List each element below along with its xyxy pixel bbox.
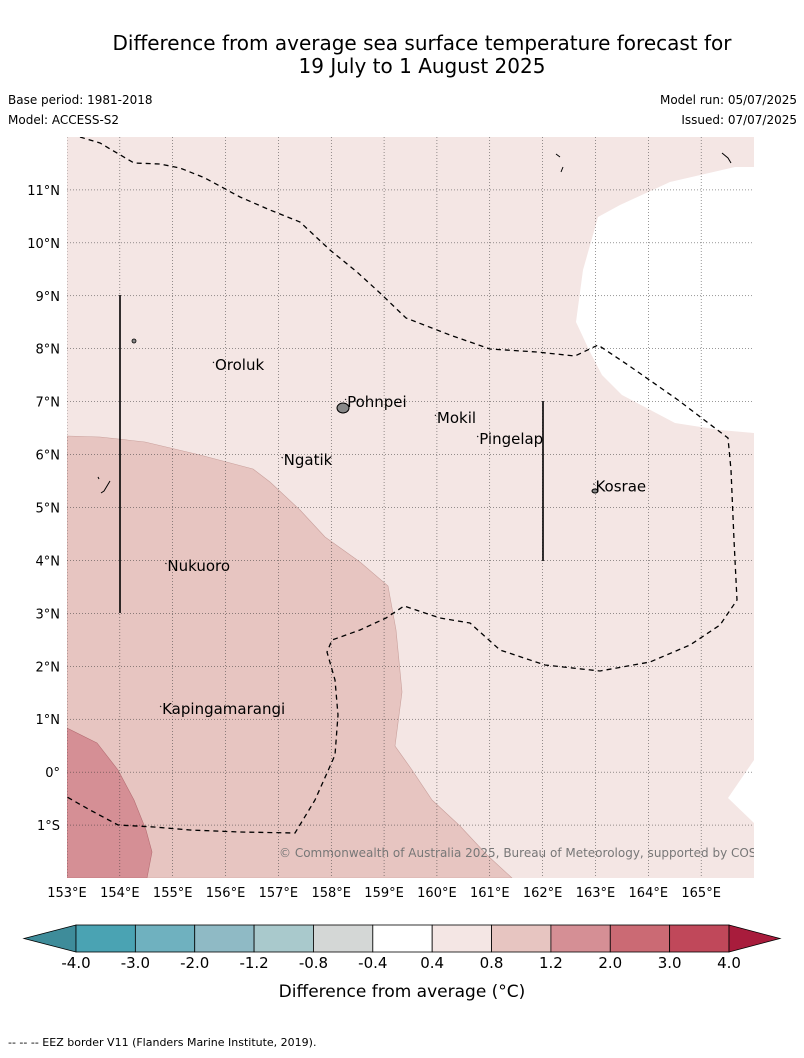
eez-border-line <box>67 137 738 834</box>
lon-tick-label: 157°E <box>259 886 299 901</box>
place-marker <box>344 398 347 401</box>
lon-tick-label: 159°E <box>364 886 404 901</box>
place-marker <box>159 705 162 708</box>
place-label: Nukuoro <box>167 557 230 575</box>
colorbar-segment <box>194 924 255 953</box>
colorbar-tick-label: 4.0 <box>717 954 741 972</box>
lon-tick-label: 154°E <box>100 886 140 901</box>
lat-tick-label: 9°N <box>36 290 61 305</box>
place-marker <box>593 483 595 485</box>
colorbar-tick-label: -0.4 <box>358 954 387 972</box>
colorbar-tick-label: -2.0 <box>180 954 209 972</box>
copyright-credit: © Commonwealth of Australia 2025, Bureau… <box>279 846 784 860</box>
map-grid <box>67 137 754 878</box>
colorbar-extend-high <box>728 924 782 953</box>
colorbar-segment <box>313 924 374 953</box>
lon-tick-label: 153°E <box>47 886 87 901</box>
sst-zone-neutral-south <box>728 760 754 823</box>
lat-tick-label: 6°N <box>36 449 61 464</box>
colorbar-tick-label: 0.8 <box>480 954 504 972</box>
colorbar-segment <box>669 924 730 953</box>
lat-tick-label: 0° <box>45 766 60 781</box>
colorbar-segment <box>550 924 611 953</box>
lon-tick-label: 158°E <box>311 886 351 901</box>
colorbar-segment <box>431 924 492 953</box>
lat-tick-label: 8°N <box>36 343 61 358</box>
lon-tick-label: 165°E <box>681 886 721 901</box>
colorbar-segment <box>75 924 136 953</box>
base-period: Base period: 1981-2018 <box>8 93 153 107</box>
lat-tick-label: 3°N <box>36 607 61 622</box>
colorbar-tick-label: 1.2 <box>539 954 563 972</box>
title-line1: Difference from average sea surface temp… <box>112 31 732 55</box>
lat-tick-label: 10°N <box>27 237 60 252</box>
sst-zone-0.8-1.2 <box>67 435 513 878</box>
issued-date: Issued: 07/07/2025 <box>681 113 797 127</box>
colorbar-extend-low <box>22 924 77 953</box>
small-island <box>131 338 137 344</box>
colorbar-segment <box>609 924 671 953</box>
colorbar: -4.0 -3.0 -2.0 -1.2 -0.8 -0.4 0.4 0.8 1.2 2.0 3.0 4… <box>22 924 782 972</box>
colorbar-segment <box>134 924 196 953</box>
place-label: Pohnpei <box>347 393 407 411</box>
place-marker <box>212 361 215 364</box>
chart-title: Difference from average sea surface temp… <box>0 32 804 78</box>
colorbar-tick-label: -0.8 <box>299 954 328 972</box>
colorbar-segment <box>491 924 552 953</box>
colorbar-tick-label: 3.0 <box>658 954 682 972</box>
lat-tick-label: 11°N <box>27 184 60 199</box>
place-label: Kapingamarangi <box>162 700 285 718</box>
place-label: Oroluk <box>215 356 264 374</box>
colorbar-segment <box>372 924 433 953</box>
lon-tick-label: 160°E <box>417 886 457 901</box>
place-label: Pingelap <box>479 430 543 448</box>
colorbar-title: Difference from average (°C) <box>279 982 526 1002</box>
colorbar-tick-label: 0.4 <box>420 954 444 972</box>
colorbar-tick-label: -3.0 <box>121 954 150 972</box>
lon-tick-label: 156°E <box>206 886 246 901</box>
place-marker <box>281 456 284 459</box>
model-run: Model run: 05/07/2025 <box>659 93 797 107</box>
colorbar-segment <box>253 924 314 953</box>
lat-tick-label: 5°N <box>36 502 61 517</box>
lon-tick-label: 162°E <box>523 886 563 901</box>
title-line2: 19 July to 1 August 2025 <box>298 54 546 78</box>
lat-tick-label: 4°N <box>36 554 61 569</box>
place-label: Mokil <box>437 409 476 427</box>
lat-tick-label: 1°N <box>36 713 61 728</box>
place-label: Kosrae <box>595 478 646 496</box>
place-marker <box>165 562 167 565</box>
pohnpei-island <box>336 402 350 414</box>
lon-tick-label: 163°E <box>576 886 616 901</box>
kosrae-island <box>591 488 599 494</box>
longitude-ticks: 153°E 154°E 155°E 156°E 157°E 158°E 159°E 160°E… <box>47 886 721 901</box>
latitude-ticks: 11°N 10°N 9°N 8°N 7°N 6°N 5°N 4°N 3°N 2°N 1°N 0° 1°S <box>27 184 60 834</box>
lat-tick-label: 2°N <box>36 660 61 675</box>
atoll-outline-north <box>555 152 732 173</box>
lat-tick-label: 7°N <box>36 396 61 411</box>
model-name: Model: ACCESS-S2 <box>8 113 120 127</box>
colorbar-tick-label: -4.0 <box>61 954 90 972</box>
sst-zone-neutral <box>576 167 754 433</box>
place-marker <box>476 435 479 438</box>
colorbar-tick-label: 2.0 <box>598 954 622 972</box>
eez-legend-note: -- -- -- EEZ border V11 (Flanders Marine… <box>8 1036 317 1049</box>
atoll-outline <box>97 476 111 494</box>
lat-tick-label: 1°S <box>37 819 60 834</box>
colorbar-tick-label: -1.2 <box>239 954 268 972</box>
lon-tick-label: 164°E <box>629 886 669 901</box>
lon-tick-label: 155°E <box>153 886 193 901</box>
lon-tick-label: 161°E <box>470 886 510 901</box>
place-label: Ngatik <box>284 451 333 469</box>
sst-zone-1.2-2.0 <box>67 727 153 878</box>
place-marker <box>434 414 437 417</box>
